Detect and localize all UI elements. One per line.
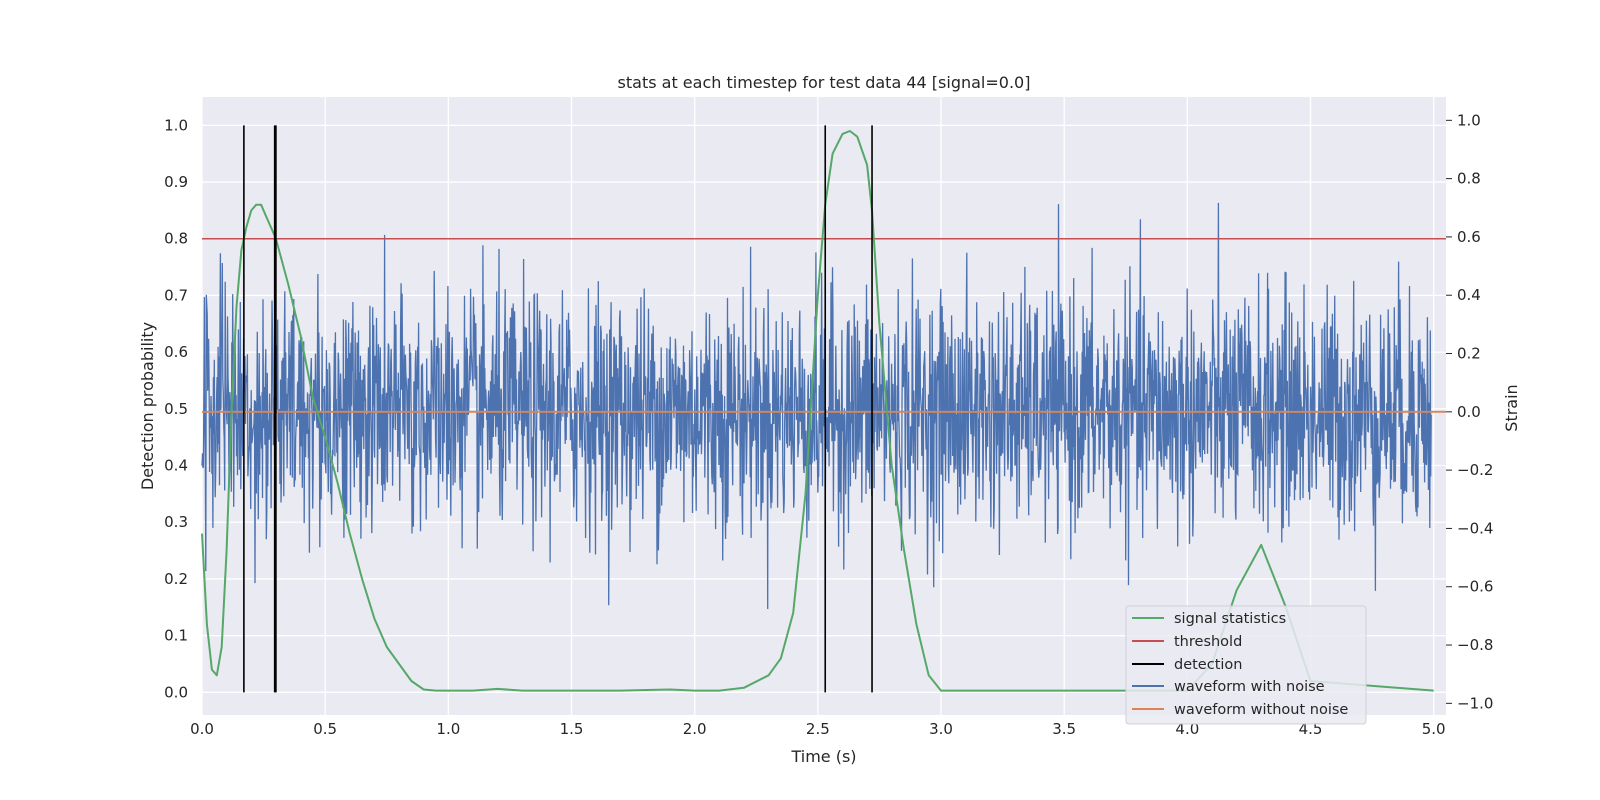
legend-box <box>1125 605 1367 725</box>
y2-axis-label: Strain <box>1502 384 1521 431</box>
x-tick-label: 2.5 <box>806 720 830 738</box>
y-tick-label: 0.5 <box>164 400 188 418</box>
y-tick-label: 0.1 <box>164 627 188 645</box>
x-tick-label: 3.5 <box>1052 720 1076 738</box>
x-tick-label: 3.0 <box>929 720 953 738</box>
legend-label-waveform-with-noise: waveform with noise <box>1174 679 1325 695</box>
y2-tick-label: 0.6 <box>1457 228 1481 246</box>
legend: signal statistics threshold detection wa… <box>1125 605 1367 725</box>
y2-tick-label: 0.4 <box>1457 286 1481 304</box>
x-tick-label: 0.5 <box>313 720 337 738</box>
y-axis-label: Detection probability <box>138 322 157 490</box>
y2-tick-label: 0.0 <box>1457 403 1481 421</box>
x-tick-label: 1.0 <box>436 720 460 738</box>
signal-statistics-layer <box>201 130 1434 692</box>
y-tick-label: 0.8 <box>164 230 188 248</box>
y2-tick-labels: −1.0 −0.8 −0.6 −0.4 −0.2 0.0 0.2 0.4 0.6 0.8 1.0 <box>1446 111 1493 712</box>
y2-tick-label: 0.8 <box>1457 170 1481 188</box>
y-tick-label: 0.2 <box>164 570 188 588</box>
y-tick-label: 0.9 <box>164 173 188 191</box>
legend-label-waveform-without-noise: waveform without noise <box>1174 702 1348 718</box>
y2-tick-label: −0.6 <box>1457 578 1493 596</box>
legend-label-detection: detection <box>1174 657 1242 673</box>
y2-tick-label: 0.2 <box>1457 345 1481 363</box>
y-tick-label: 0.7 <box>164 286 188 304</box>
signal-statistics-line <box>201 130 1434 692</box>
x-tick-label: 0.0 <box>190 720 214 738</box>
y2-tick-label: −0.2 <box>1457 461 1493 479</box>
x-tick-label: 5.0 <box>1422 720 1446 738</box>
y-tick-label: 0.3 <box>164 513 188 531</box>
y-tick-label: 0.0 <box>164 683 188 701</box>
y-tick-label: 0.6 <box>164 343 188 361</box>
y2-tick-label: 1.0 <box>1457 111 1481 129</box>
chart-title: stats at each timestep for test data 44 … <box>618 73 1031 92</box>
y-tick-label: 1.0 <box>164 116 188 134</box>
y2-tick-label: −0.8 <box>1457 636 1493 654</box>
waveform-with-noise-layer <box>201 202 1432 610</box>
y-tick-labels: 0.0 0.1 0.2 0.3 0.4 0.5 0.6 0.7 0.8 0.9 1.0 <box>164 116 188 701</box>
detection-layer <box>243 125 873 693</box>
x-tick-label: 2.0 <box>683 720 707 738</box>
x-axis-label: Time (s) <box>790 747 856 766</box>
y-tick-label: 0.4 <box>164 457 188 475</box>
x-tick-label: 1.5 <box>560 720 584 738</box>
y2-tick-label: −1.0 <box>1457 694 1493 712</box>
waveform-with-noise-line <box>201 202 1432 610</box>
y2-tick-label: −0.4 <box>1457 519 1493 537</box>
legend-label-threshold: threshold <box>1174 634 1242 650</box>
legend-label-signal-statistics: signal statistics <box>1174 611 1286 627</box>
